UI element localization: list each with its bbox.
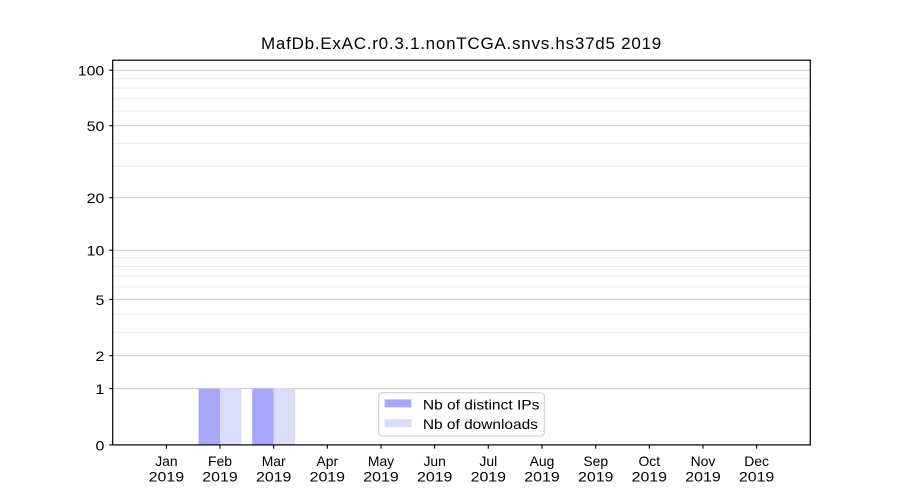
svg-text:May: May: [368, 453, 394, 469]
svg-text:0: 0: [95, 437, 104, 453]
svg-text:Jan: Jan: [155, 453, 177, 469]
svg-text:Aug: Aug: [530, 453, 555, 469]
svg-text:Jul: Jul: [479, 453, 497, 469]
svg-text:50: 50: [87, 118, 105, 134]
svg-text:2019: 2019: [417, 469, 453, 485]
svg-text:2019: 2019: [739, 469, 775, 485]
svg-text:2019: 2019: [578, 469, 614, 485]
svg-text:20: 20: [87, 190, 105, 206]
svg-text:100: 100: [78, 63, 105, 79]
svg-text:2019: 2019: [632, 469, 668, 485]
svg-text:2019: 2019: [149, 469, 185, 485]
svg-text:Apr: Apr: [316, 453, 338, 469]
svg-text:Sep: Sep: [583, 453, 608, 469]
svg-text:2019: 2019: [310, 469, 346, 485]
svg-text:10: 10: [87, 243, 105, 259]
svg-text:2019: 2019: [471, 469, 507, 485]
svg-text:2019: 2019: [256, 469, 292, 485]
svg-text:Dec: Dec: [744, 453, 769, 469]
svg-text:Nb of downloads: Nb of downloads: [423, 416, 538, 432]
svg-text:Nov: Nov: [691, 453, 716, 469]
svg-text:Nb of distinct IPs: Nb of distinct IPs: [423, 396, 540, 412]
svg-text:Feb: Feb: [208, 453, 232, 469]
svg-text:1: 1: [95, 381, 104, 397]
svg-text:MafDb.ExAC.r0.3.1.nonTCGA.snvs: MafDb.ExAC.r0.3.1.nonTCGA.snvs.hs37d5 20…: [261, 34, 662, 53]
svg-text:Mar: Mar: [262, 453, 286, 469]
svg-text:5: 5: [95, 292, 104, 308]
svg-text:2019: 2019: [202, 469, 238, 485]
svg-text:2: 2: [95, 348, 104, 364]
svg-text:2019: 2019: [685, 469, 721, 485]
svg-text:2019: 2019: [524, 469, 560, 485]
svg-text:Jun: Jun: [423, 453, 445, 469]
svg-text:2019: 2019: [363, 469, 399, 485]
svg-text:Oct: Oct: [638, 453, 660, 469]
